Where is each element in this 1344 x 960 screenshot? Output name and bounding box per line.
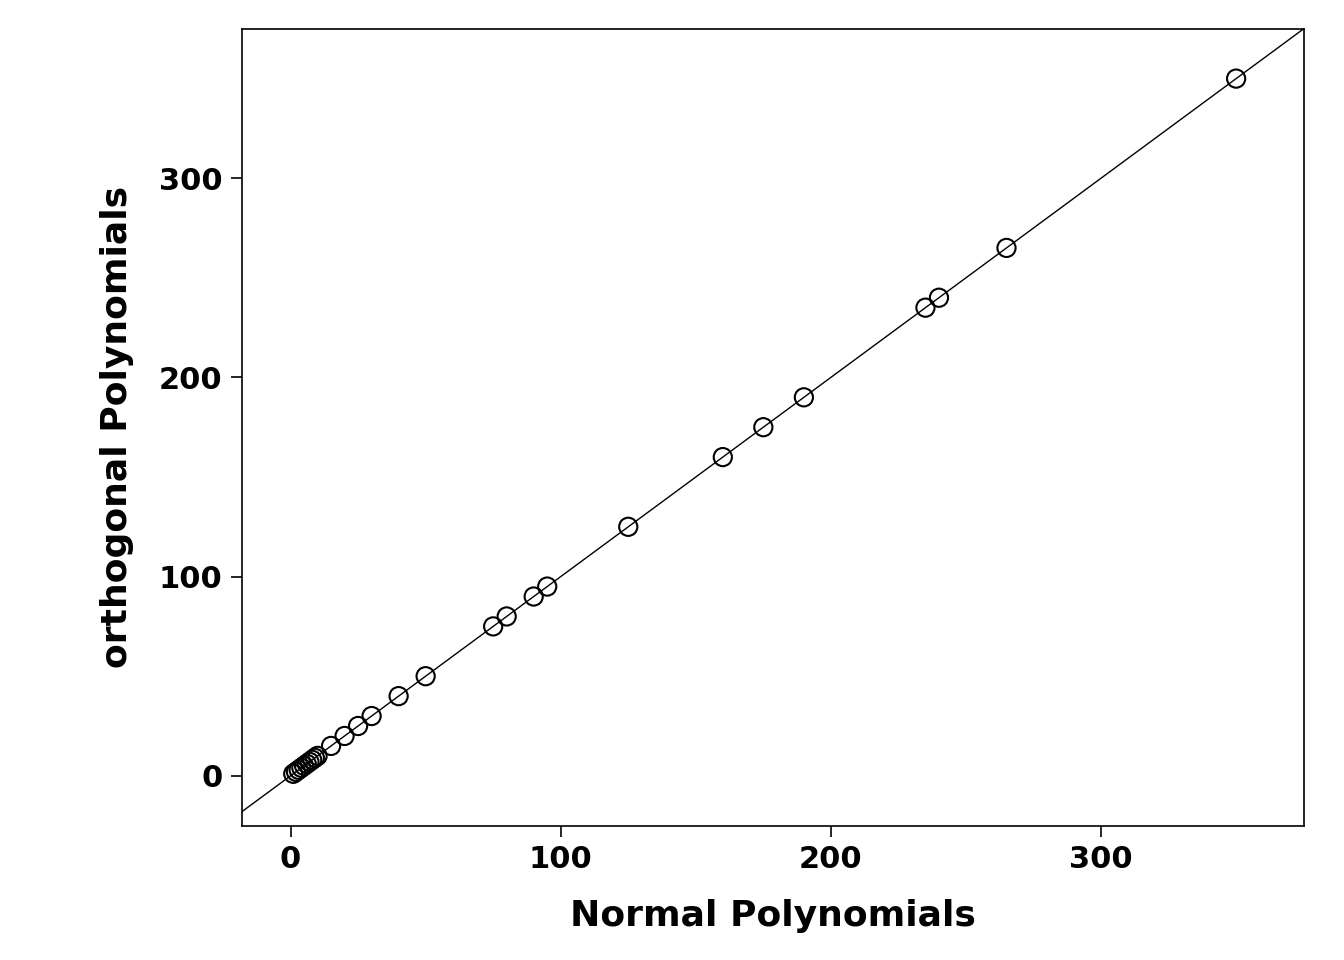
Point <box>333 729 355 744</box>
Point <box>288 762 309 778</box>
Point <box>536 579 558 594</box>
Point <box>482 618 504 634</box>
Point <box>415 668 437 684</box>
Point <box>282 766 304 781</box>
Point <box>388 688 410 704</box>
Point <box>298 755 320 770</box>
Point <box>347 718 368 733</box>
Point <box>712 449 734 465</box>
Point <box>301 753 323 768</box>
Point <box>360 708 382 724</box>
Point <box>296 756 317 772</box>
Point <box>306 748 328 763</box>
Point <box>753 420 774 435</box>
Point <box>290 760 312 776</box>
Point <box>915 300 937 316</box>
Point <box>320 738 341 754</box>
Point <box>929 290 950 305</box>
Point <box>523 588 544 604</box>
Point <box>285 764 306 780</box>
Point <box>617 519 638 535</box>
Point <box>996 240 1017 255</box>
Point <box>304 750 325 765</box>
Point <box>293 758 314 774</box>
Point <box>1226 71 1247 86</box>
Point <box>496 609 517 624</box>
Y-axis label: orthogonal Polynomials: orthogonal Polynomials <box>99 186 133 668</box>
X-axis label: Normal Polynomials: Normal Polynomials <box>570 900 976 933</box>
Point <box>793 390 814 405</box>
